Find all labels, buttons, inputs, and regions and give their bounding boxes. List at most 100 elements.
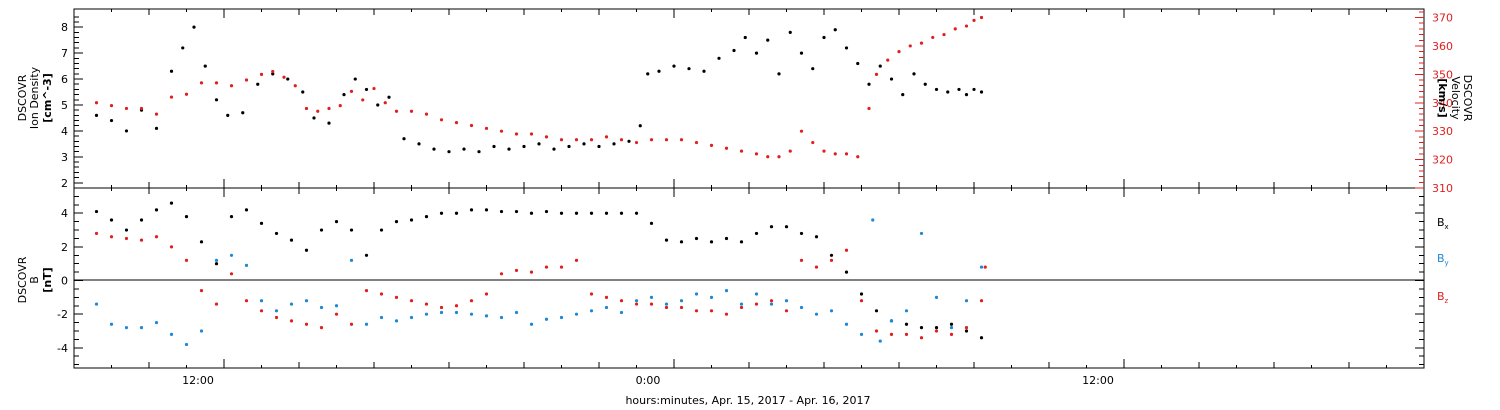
top-series-1-point [282, 75, 286, 79]
bottom-series-2-point [499, 272, 504, 276]
top-series-1-point [454, 121, 459, 125]
bottom-series-0-point [424, 214, 429, 219]
top-series-1-point [184, 92, 189, 96]
bottom-series-2-point [709, 309, 714, 313]
bottom-series-1-point [784, 299, 789, 303]
top-series-1-point [259, 72, 264, 76]
top-series-0-point [856, 61, 860, 66]
bottom-series-1-point [799, 305, 804, 310]
bottom-series-2-point [983, 265, 987, 269]
bottom-series-1-point [919, 231, 924, 236]
bottom-series-0-point [244, 208, 249, 212]
bottom-series-0-point [544, 209, 549, 214]
bottom-series-1-point [754, 292, 759, 296]
top-left-ytick-label: 8 [61, 21, 68, 34]
top-series-1-point [383, 101, 387, 105]
top-series-1-point [886, 58, 890, 62]
top-right-ytick-label: 360 [1432, 40, 1453, 53]
top-series-0-point [567, 144, 571, 149]
bottom-series-2-point [754, 302, 759, 306]
bottom-left-ylabel: DSCOVR B [nT] [16, 256, 54, 303]
top-series-1-point [766, 155, 770, 159]
bottom-series-0-point [814, 235, 819, 239]
bottom-panel-frame [73, 187, 1425, 369]
top-series-1-point [709, 143, 714, 147]
bottom-series-0-point [649, 221, 654, 225]
bottom-series-0-point [259, 221, 264, 225]
bottom-series-0-point [289, 238, 294, 242]
bottom-series-0-point [934, 326, 939, 330]
bottom-series-2-point [484, 292, 489, 296]
bottom-series-0-point [394, 220, 399, 224]
bottom-series-1-point [709, 295, 714, 299]
bottom-series-1-point [259, 299, 264, 303]
top-series-1-point [409, 109, 414, 113]
top-series-0-point [799, 51, 804, 55]
bottom-series-1-point [878, 339, 882, 343]
bottom-series-0-point [109, 218, 114, 222]
top-series-0-point [822, 35, 826, 40]
top-series-1-point [559, 138, 564, 142]
bottom-series-2-point [214, 302, 219, 306]
bottom-series-0-point [379, 228, 384, 232]
bottom-series-2-point [769, 299, 774, 303]
top-series-1-point [844, 152, 849, 156]
bottom-series-2-point [409, 299, 414, 303]
bottom-series-0-point [514, 209, 519, 214]
top-right-ylabel: DSCOVR Velocity [km/s] [1436, 75, 1474, 122]
bottom-series-0-point [139, 218, 144, 222]
bottom-series-1-point [349, 258, 354, 262]
top-right-ytick-label: 340 [1432, 97, 1453, 110]
x-tick-label-1200-left: 12:00 [182, 374, 214, 387]
top-series-1-point [822, 149, 826, 153]
bottom-series-2-point [514, 268, 519, 273]
top-series-0-point [192, 25, 196, 29]
bottom-series-0-point [529, 211, 534, 215]
bottom-series-0-point [964, 329, 969, 333]
top-right-ytick-label: 310 [1432, 182, 1453, 195]
bottom-series-2-point [139, 238, 144, 242]
top-series-1-point [94, 101, 99, 105]
top-series-0-point [376, 103, 380, 107]
legend-bx: Bx [1437, 216, 1449, 231]
top-right-ylabel-line1: DSCOVR [1461, 75, 1474, 122]
bottom-series-0-point [184, 214, 189, 219]
top-series-0-point [878, 64, 882, 68]
bottom-series-2-point [664, 305, 669, 310]
top-series-0-point [327, 121, 331, 125]
bottom-series-1-point [979, 265, 984, 269]
bottom-series-1-point [904, 309, 909, 313]
top-series-1-point [439, 118, 444, 122]
top-left-ylabel-line2: Ion Density [28, 66, 41, 129]
bottom-series-2-point [184, 258, 189, 262]
top-series-1-point [244, 78, 249, 82]
bottom-series-0-point [169, 201, 174, 205]
top-series-1-point [953, 27, 957, 31]
bottom-series-2-point [199, 289, 204, 293]
top-series-1-point [874, 72, 879, 76]
bottom-series-2-point [424, 302, 429, 306]
bottom-series-0-point [829, 253, 834, 257]
top-right-ytick-label: 370 [1432, 12, 1453, 25]
top-left-ytick-label: 2 [61, 177, 68, 190]
bottom-series-2-point [154, 235, 159, 239]
top-left-ytick-label: 5 [61, 99, 68, 112]
top-left-ylabel: DSCOVR Ion Density [cm^-3] [16, 66, 54, 129]
top-series-0-point [901, 93, 905, 97]
top-right-ylabel-line2: Velocity [1449, 76, 1462, 120]
top-series-0-point [657, 69, 661, 73]
bottom-series-2-point [649, 302, 654, 306]
bottom-series-0-point [409, 218, 414, 222]
top-series-1-point [316, 109, 320, 113]
top-series-1-point [649, 138, 654, 142]
bottom-series-0-point [604, 211, 609, 215]
bottom-series-2-point [694, 309, 699, 313]
bottom-series-1-point [109, 322, 114, 326]
top-series-0-point [417, 142, 421, 146]
bottom-series-0-point [469, 208, 474, 212]
bottom-series-1-point [289, 302, 294, 306]
bottom-series-1-point [769, 302, 774, 306]
top-series-0-point [811, 67, 815, 71]
bottom-series-0-point [94, 209, 99, 214]
bottom-series-1-point [589, 309, 594, 313]
